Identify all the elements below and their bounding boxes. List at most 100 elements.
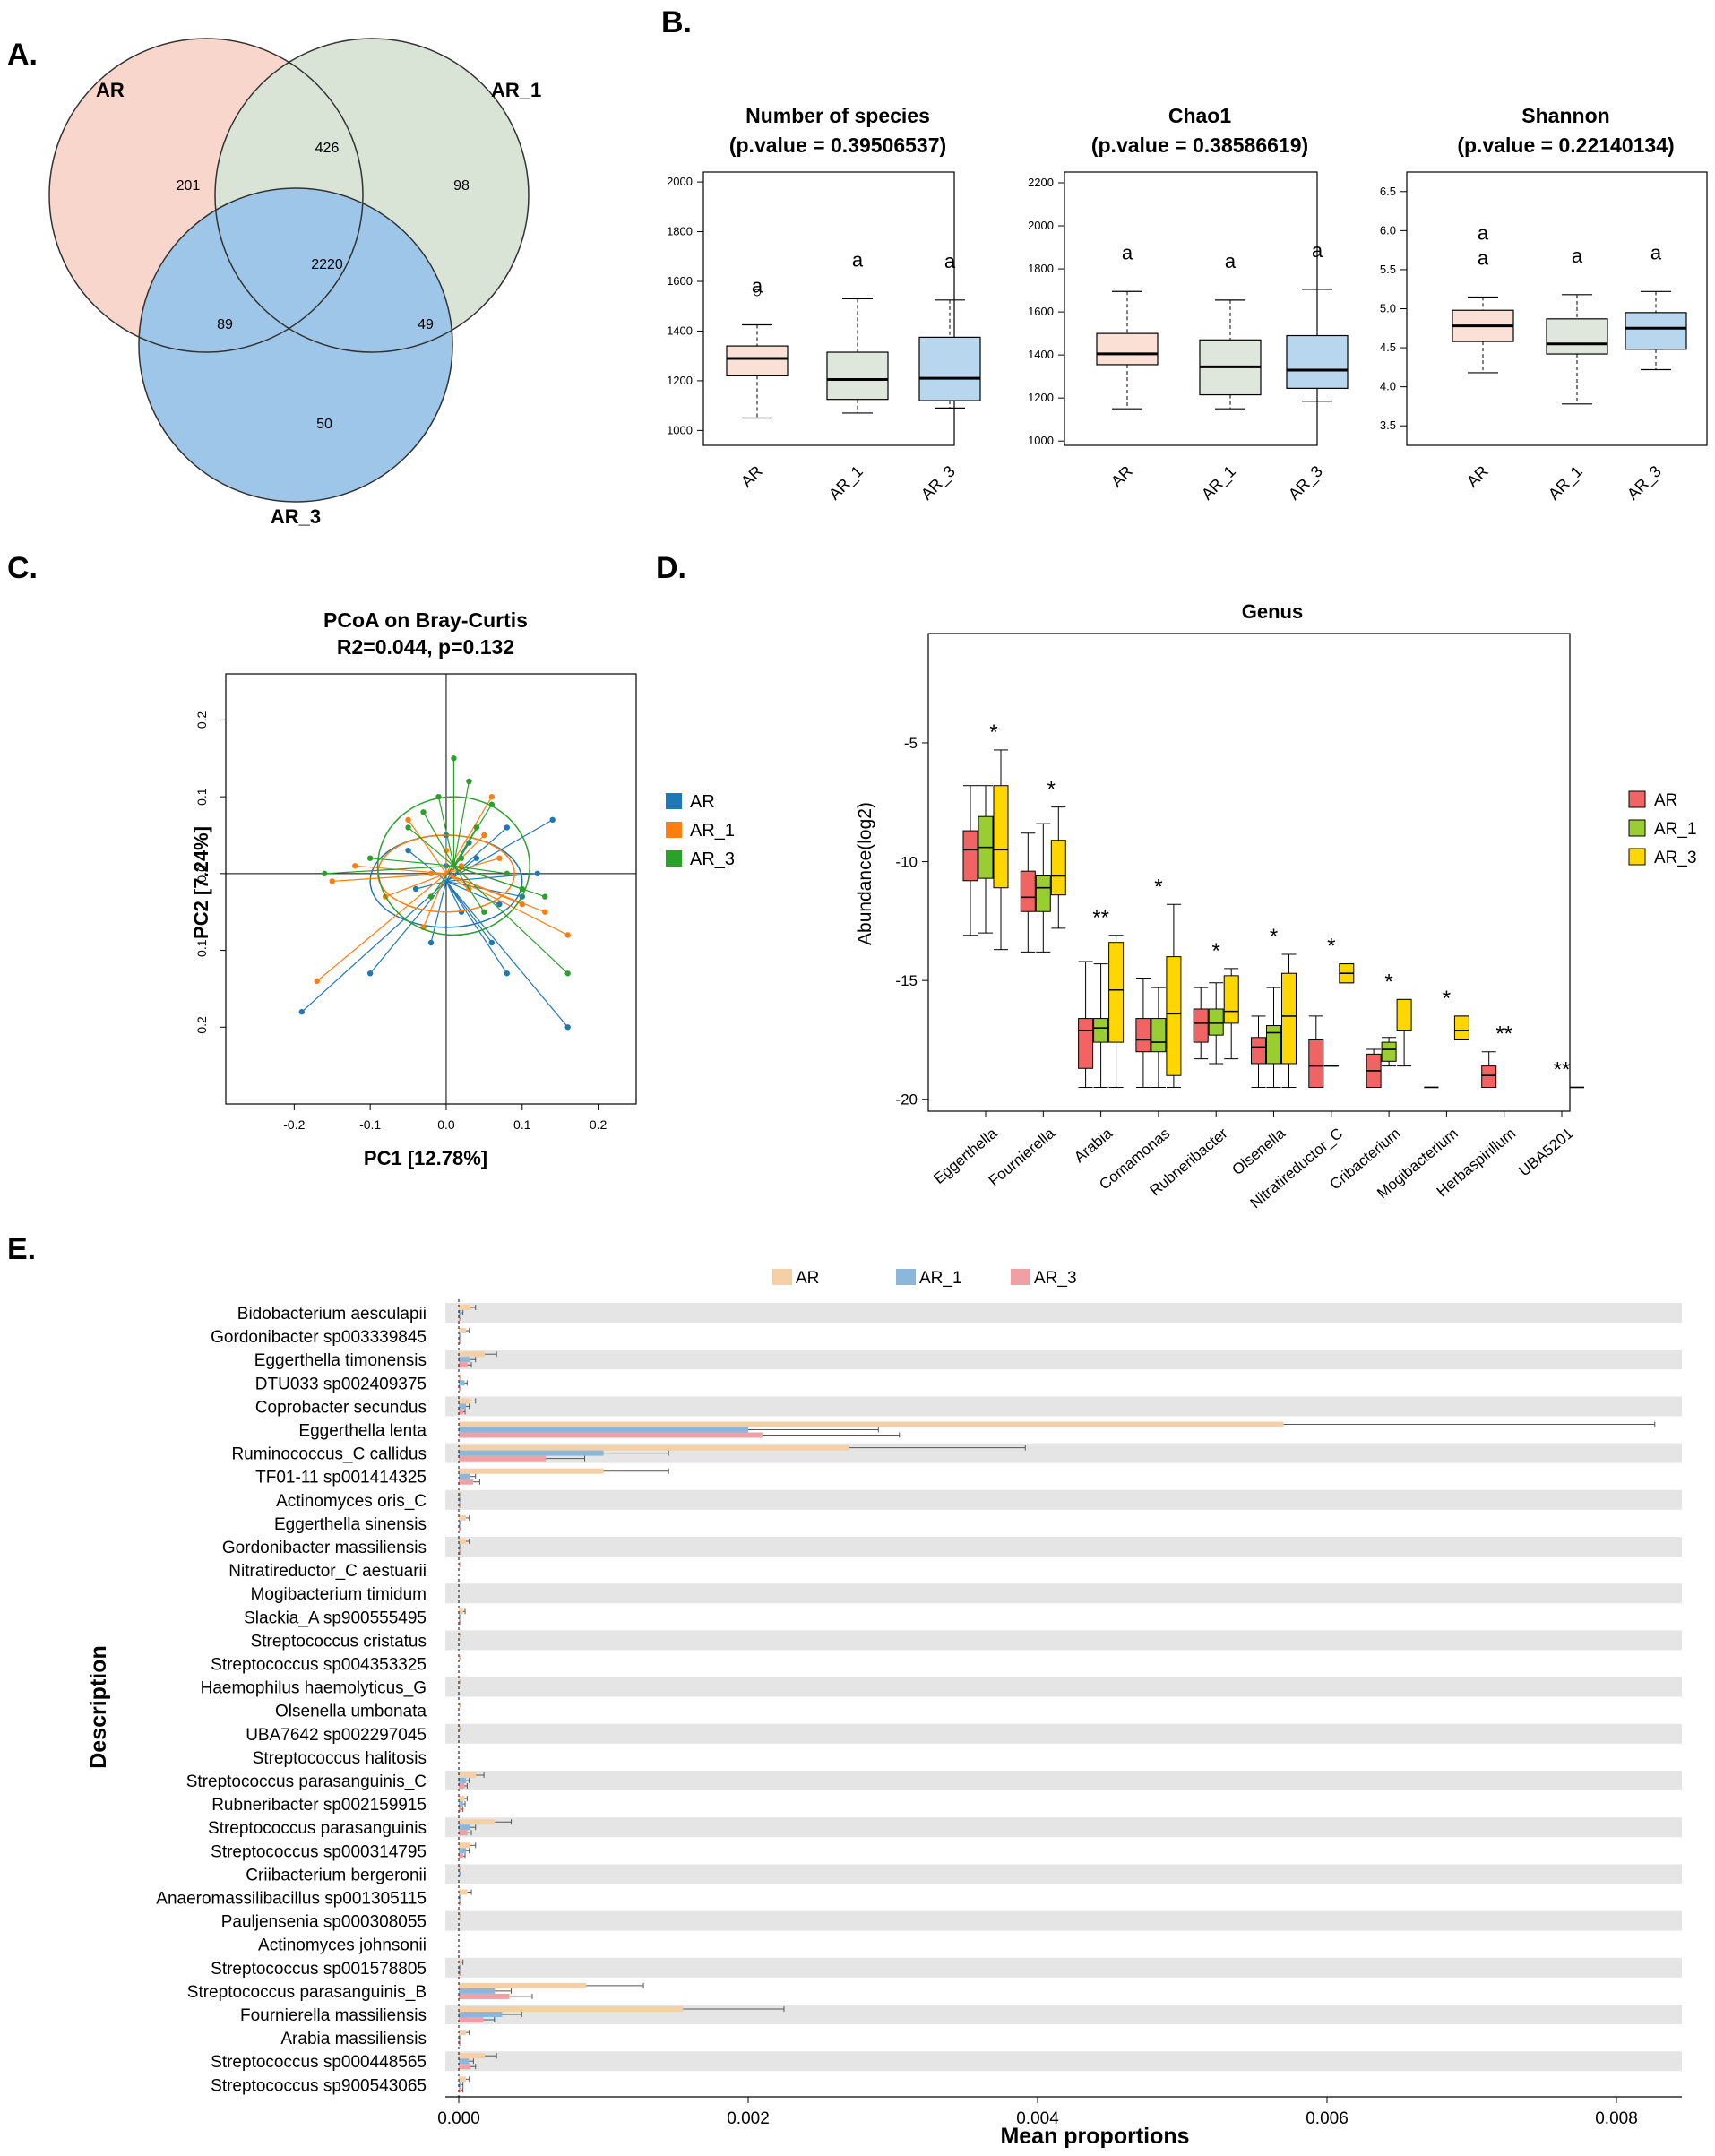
bar-ar bbox=[459, 1468, 604, 1474]
x-tick-label: AR_1 bbox=[825, 462, 867, 505]
x-tick-label: 0.000 bbox=[437, 2109, 480, 2128]
bar-ar bbox=[459, 1445, 850, 1451]
row-label: Eggerthella timonensis bbox=[254, 1351, 427, 1370]
bar-ar bbox=[459, 1819, 496, 1825]
spider-line bbox=[445, 881, 508, 974]
row-stripe bbox=[445, 1723, 1682, 1744]
bar-ar-3 bbox=[459, 1549, 461, 1555]
spider-line bbox=[422, 873, 447, 928]
legend-swatch bbox=[772, 1269, 792, 1285]
bar-ar-3 bbox=[459, 1970, 461, 1976]
row-label: Mogibacterium timidum bbox=[251, 1585, 427, 1604]
bar-ar-1 bbox=[459, 1380, 465, 1386]
sample-point bbox=[412, 885, 419, 893]
sample-point bbox=[564, 1024, 571, 1031]
venn-circle-outline bbox=[214, 38, 530, 353]
genus-box bbox=[1050, 840, 1066, 896]
x-tick-label: 0.002 bbox=[727, 2109, 770, 2128]
legend-swatch bbox=[1628, 848, 1646, 866]
sample-point bbox=[488, 939, 496, 946]
x-tick-label: UBA5201 bbox=[1515, 1125, 1576, 1179]
y-tick-label: 5.0 bbox=[1380, 302, 1396, 315]
row-label: Streptococcus sp000448565 bbox=[211, 2053, 427, 2072]
row-stripe bbox=[445, 1537, 1682, 1557]
venn-region-count: 201 bbox=[177, 178, 201, 194]
bar-ar-1 bbox=[459, 1988, 496, 1994]
alpha-diversity-boxplots: Number of species (p.value = 0.39506537) 1… bbox=[667, 104, 1708, 505]
bar-ar bbox=[459, 1514, 467, 1521]
sample-point bbox=[496, 901, 503, 908]
panel-label-b: B. bbox=[661, 5, 692, 39]
genus-box bbox=[1208, 1008, 1224, 1036]
y-tick-label: 1400 bbox=[667, 323, 693, 337]
genus-box bbox=[1193, 1008, 1209, 1043]
bar-ar-3 bbox=[459, 1315, 461, 1321]
genus-box bbox=[1453, 1015, 1469, 1040]
box-ar-3 bbox=[918, 336, 981, 401]
spider-line bbox=[332, 873, 447, 883]
y-axis-title: Description bbox=[86, 1645, 111, 1769]
x-tick-label: 0.2 bbox=[590, 1117, 608, 1132]
significance-mark: * bbox=[1327, 935, 1335, 959]
genus-box bbox=[1093, 1018, 1109, 1043]
row-label: Streptococcus sp900543065 bbox=[211, 2076, 427, 2095]
bar-ar-1 bbox=[459, 1871, 461, 1877]
y-tick-label: -0.2 bbox=[194, 1016, 209, 1038]
spider-line bbox=[324, 865, 454, 875]
sample-point bbox=[488, 793, 496, 800]
x-tick-label: AR bbox=[737, 462, 766, 491]
spider-line bbox=[316, 873, 447, 982]
row-label: DTU033 sp002409375 bbox=[255, 1375, 427, 1393]
x-tick-label: Arabia bbox=[1071, 1125, 1116, 1166]
spider-line bbox=[445, 858, 500, 875]
y-tick-label: 2200 bbox=[1028, 176, 1054, 189]
row-stripe bbox=[445, 1910, 1682, 1931]
row-label: Criibacterium bergeronii bbox=[246, 1866, 427, 1884]
significance-letter: a bbox=[1225, 250, 1237, 272]
sample-point bbox=[504, 970, 511, 977]
genus-box bbox=[1035, 875, 1051, 912]
significance-mark: * bbox=[1212, 939, 1220, 963]
row-label: Streptococcus sp004353325 bbox=[211, 1656, 427, 1675]
genus-box bbox=[1223, 975, 1239, 1024]
sample-point bbox=[564, 970, 571, 977]
y-tick-label: 1600 bbox=[1028, 305, 1054, 318]
bar-ar bbox=[459, 1982, 587, 1988]
significance-letter: a bbox=[944, 250, 956, 272]
y-tick-label: 1000 bbox=[667, 423, 693, 436]
x-tick-label: -0.2 bbox=[283, 1117, 305, 1132]
row-label: Fournierella massiliensis bbox=[240, 2006, 427, 2025]
spider-line bbox=[452, 865, 485, 913]
y-tick-label: -20 bbox=[895, 1091, 918, 1108]
spider-line bbox=[453, 865, 546, 898]
y-tick-label: 1000 bbox=[1028, 434, 1054, 447]
bar-ar bbox=[459, 1328, 467, 1334]
row-stripe bbox=[445, 1489, 1682, 1510]
legend-label: AR_1 bbox=[690, 821, 735, 841]
row-label: Streptococcus parasanguinis bbox=[208, 1819, 427, 1838]
legend-swatch bbox=[1628, 819, 1646, 837]
row-label: Pauljensenia sp000308055 bbox=[221, 1913, 427, 1932]
x-tick-label: AR_3 bbox=[1624, 462, 1666, 505]
x-tick-label: AR bbox=[1463, 462, 1492, 491]
legend-swatch bbox=[666, 850, 682, 867]
sample-point bbox=[542, 909, 548, 915]
sample-point bbox=[420, 809, 427, 815]
row-label: UBA7642 sp002297045 bbox=[246, 1726, 427, 1745]
y-tick-label: 5.5 bbox=[1380, 263, 1396, 276]
bar-ar bbox=[459, 1772, 477, 1778]
x-tick-label: AR_3 bbox=[918, 462, 960, 505]
bar-ar bbox=[459, 1398, 470, 1404]
legend-label: AR bbox=[1654, 791, 1677, 810]
spider-line bbox=[445, 873, 546, 913]
bar-ar-1 bbox=[459, 1473, 470, 1479]
genus-box bbox=[1108, 942, 1125, 1043]
bar-ar bbox=[459, 1912, 461, 1919]
row-label: Gordonibacter sp003339845 bbox=[211, 1328, 427, 1347]
significance-mark: * bbox=[1443, 987, 1451, 1011]
significance-letter: a bbox=[1478, 221, 1489, 244]
bar-ar-3 bbox=[459, 1830, 468, 1836]
y-tick-label: -10 bbox=[895, 854, 918, 871]
y-axis-title: Abundance(log2) bbox=[855, 802, 875, 945]
bar-ar-3 bbox=[459, 2017, 484, 2022]
